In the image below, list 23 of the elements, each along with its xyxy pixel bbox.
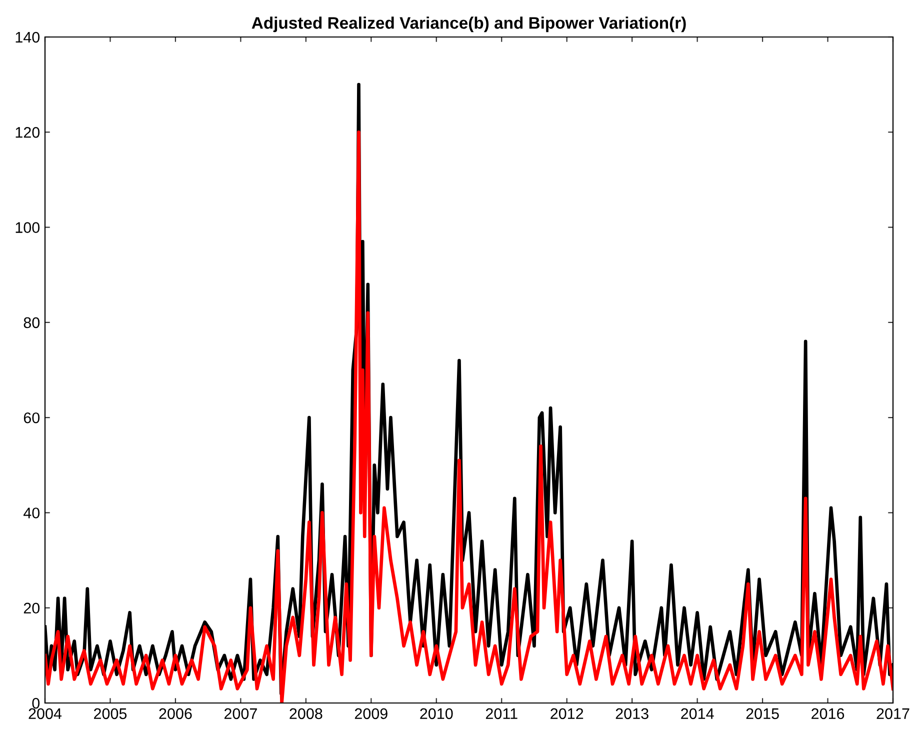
- y-tick-label: 100: [16, 222, 40, 233]
- x-tick-label: 2013: [616, 708, 648, 720]
- x-tick-label: 2007: [224, 708, 257, 720]
- y-tick-label: 40: [24, 508, 40, 518]
- x-tick-label: 2014: [681, 708, 714, 720]
- chart-title: Adjusted Realized Variance(b) and Bipower Variation(r): [252, 16, 686, 32]
- y-tick-label: 80: [24, 317, 40, 328]
- x-tick-label: 2010: [420, 708, 453, 720]
- x-tick-label: 2006: [159, 708, 192, 720]
- x-tick-label: 2004: [28, 708, 62, 720]
- x-tick-label: 2009: [354, 708, 388, 720]
- x-tick-label: 2017: [876, 708, 910, 720]
- y-tick-label: 20: [24, 602, 40, 614]
- x-tick-label: 2008: [290, 708, 322, 720]
- x-tick-label: 2016: [812, 708, 844, 720]
- y-tick-label: 0: [32, 698, 40, 709]
- x-tick-label: 2015: [746, 708, 779, 720]
- y-tick-label: 60: [24, 412, 40, 424]
- x-tick-label: 2005: [94, 708, 127, 720]
- y-tick-label: 120: [16, 127, 40, 138]
- x-tick-label: 2011: [486, 708, 518, 720]
- x-tick-label: 2012: [550, 708, 584, 720]
- y-tick-label: 140: [16, 32, 40, 43]
